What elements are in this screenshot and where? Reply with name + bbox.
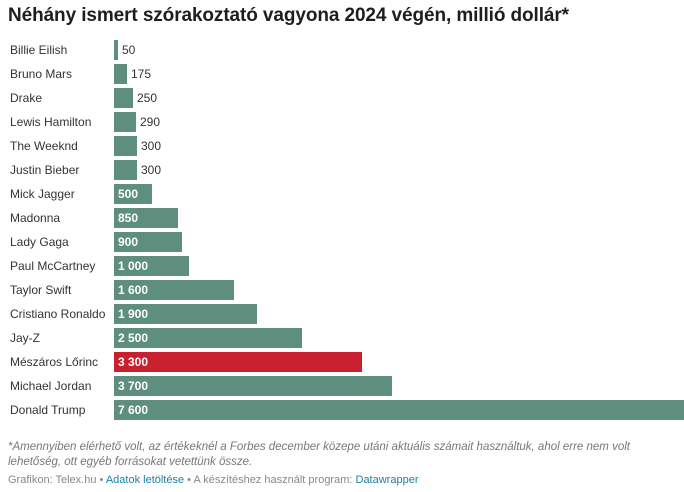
chart-row: Billie Eilish 50	[0, 38, 684, 62]
chart-row: Mészáros Lőrinc 3 300	[0, 350, 684, 374]
bar	[114, 328, 302, 348]
value-label: 3 300	[118, 355, 149, 369]
chart-row: Michael Jordan 3 700	[0, 374, 684, 398]
chart-row: Lady Gaga 900	[0, 230, 684, 254]
category-label: Michael Jordan	[10, 379, 92, 393]
chart-row: Drake 250	[0, 86, 684, 110]
chart-row: Madonna 850	[0, 206, 684, 230]
category-label: Billie Eilish	[10, 43, 68, 57]
bar	[114, 232, 182, 252]
value-label: 290	[140, 115, 161, 129]
value-label: 1 600	[118, 283, 149, 297]
category-label: Jay-Z	[10, 331, 40, 345]
chart-row: Mick Jagger 500	[0, 182, 684, 206]
value-label: 500	[118, 187, 139, 201]
value-label: 300	[141, 139, 162, 153]
category-label: Mészáros Lőrinc	[10, 355, 99, 369]
value-label: 850	[118, 211, 139, 225]
category-label: Cristiano Ronaldo	[10, 307, 106, 321]
category-label: The Weeknd	[10, 139, 78, 153]
value-label: 175	[131, 67, 152, 81]
category-label: Justin Bieber	[10, 163, 80, 177]
bar-chart: Billie Eilish 50 Bruno Mars 175 Drake 250 Lewi…	[0, 38, 684, 430]
category-label: Paul McCartney	[10, 259, 96, 273]
chart-row: Cristiano Ronaldo 1 900	[0, 302, 684, 326]
tool-credit-text: A készítéshez használt program:	[193, 474, 356, 486]
bar	[114, 136, 137, 156]
bar	[114, 88, 133, 108]
chart-footer: Grafikon: Telex.hu • Adatok letöltése • …	[8, 474, 418, 486]
category-label: Drake	[10, 91, 43, 105]
value-label: 7 600	[118, 403, 149, 417]
value-label: 250	[137, 91, 158, 105]
chart-row: Jay-Z 2 500	[0, 326, 684, 350]
bar	[114, 64, 127, 84]
chart-row: Donald Trump 7 600	[0, 398, 684, 422]
value-label: 50	[122, 43, 136, 57]
category-label: Lady Gaga	[10, 235, 69, 249]
bar	[114, 304, 257, 324]
category-label: Bruno Mars	[10, 67, 73, 81]
bar	[114, 352, 362, 372]
category-label: Lewis Hamilton	[10, 115, 92, 129]
bar	[114, 400, 684, 420]
bar	[114, 256, 189, 276]
category-label: Mick Jagger	[10, 187, 75, 201]
value-label: 1 000	[118, 259, 149, 273]
footer-separator: •	[96, 474, 106, 486]
chart-footnote: *Amennyiben elérhető volt, az értékeknél…	[8, 441, 630, 468]
chart-row: Bruno Mars 175	[0, 62, 684, 86]
value-label: 2 500	[118, 331, 149, 345]
chart-row: Lewis Hamilton 290	[0, 110, 684, 134]
datawrapper-link[interactable]: Datawrapper	[355, 474, 419, 486]
value-label: 300	[141, 163, 162, 177]
chart-title: Néhány ismert szórakoztató vagyona 2024 …	[8, 5, 569, 26]
category-label: Taylor Swift	[10, 283, 72, 297]
value-label: 3 700	[118, 379, 149, 393]
chart-row: The Weeknd 300	[0, 134, 684, 158]
value-label: 900	[118, 235, 139, 249]
chart-row: Taylor Swift 1 600	[0, 278, 684, 302]
category-label: Donald Trump	[10, 403, 86, 417]
value-label: 1 900	[118, 307, 149, 321]
chart-row: Justin Bieber 300	[0, 158, 684, 182]
bar	[114, 280, 234, 300]
source-credit: Grafikon: Telex.hu	[8, 474, 97, 486]
bar	[114, 376, 392, 396]
bar	[114, 184, 152, 204]
bar	[114, 208, 178, 228]
bar	[114, 160, 137, 180]
category-label: Madonna	[10, 211, 61, 225]
bar	[114, 112, 136, 132]
footer-separator: •	[184, 474, 194, 486]
bar	[114, 40, 118, 60]
chart-row: Paul McCartney 1 000	[0, 254, 684, 278]
download-data-link[interactable]: Adatok letöltése	[105, 474, 185, 486]
